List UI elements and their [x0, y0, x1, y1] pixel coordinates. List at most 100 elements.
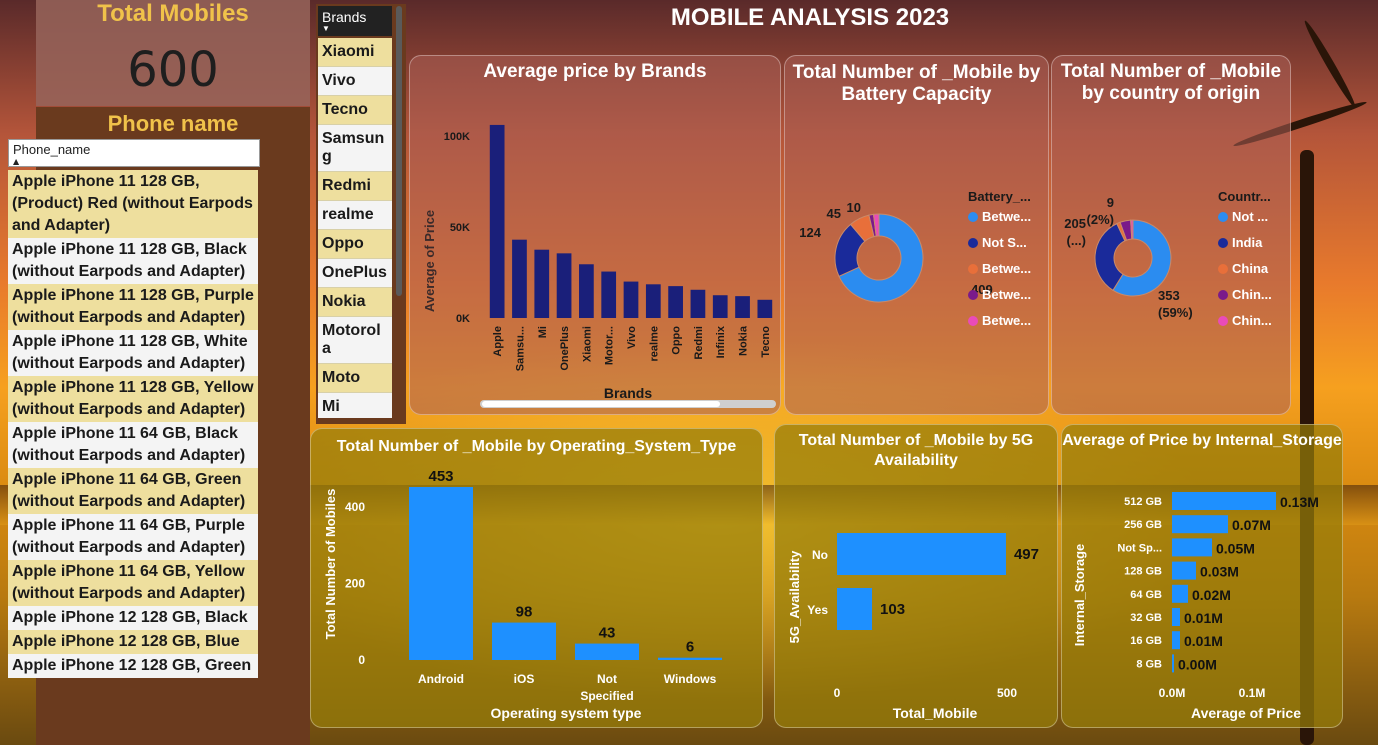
list-item[interactable]: Apple iPhone 12 128 GB, Blue — [8, 630, 258, 654]
bar — [534, 249, 550, 318]
x-tick-label: Oppo — [671, 326, 683, 355]
bar — [837, 588, 873, 630]
bar — [1172, 584, 1188, 603]
list-item[interactable]: Apple iPhone 11 128 GB, Yellow (without … — [8, 376, 258, 422]
list-item[interactable]: Apple iPhone 11 64 GB, Green (without Ea… — [8, 468, 258, 514]
bar — [556, 253, 572, 318]
bar — [1172, 538, 1212, 557]
legend-marker — [968, 290, 978, 300]
chart-title: Average of Price by Internal_Storage — [1062, 432, 1342, 449]
y-axis-label: Average of Price — [422, 210, 437, 312]
bar — [690, 289, 706, 318]
legend-item: Not ... — [1232, 209, 1268, 224]
list-item[interactable]: Apple iPhone 11 64 GB, Purple (without E… — [8, 514, 258, 560]
bar — [489, 124, 505, 318]
y-tick-label: 50K — [450, 222, 470, 234]
legend-marker — [1218, 264, 1228, 274]
country-of-origin-panel: Total Number of _Mobile by country of or… — [1051, 55, 1291, 415]
x-tick-label: Motor... — [604, 326, 616, 365]
y-tick-label: 0K — [456, 313, 470, 325]
phone-list: Apple iPhone 11 128 GB, (Product) Red (w… — [8, 170, 258, 745]
list-item[interactable]: Nokia — [318, 288, 392, 317]
legend-item: Chin... — [1232, 313, 1272, 328]
list-item[interactable]: Motorola — [318, 317, 392, 364]
x-axis-label: Total_Mobile — [893, 705, 978, 721]
scrollbar-thumb[interactable] — [482, 401, 720, 407]
bar — [1172, 608, 1180, 626]
bar — [1172, 561, 1196, 580]
x-tick-label: realme — [648, 326, 660, 361]
legend-item: Betwe... — [982, 209, 1031, 224]
list-item[interactable]: Mi — [318, 393, 392, 418]
internal-storage-chart: Internal_Storage Average of Price 0.13M 5… — [1072, 492, 1319, 721]
list-item[interactable]: Apple iPhone 11 128 GB, (Product) Red (w… — [8, 170, 258, 238]
total-mobiles-value: 600 — [127, 42, 219, 98]
battery-capacity-panel: Total Number of _Mobile by Battery Capac… — [784, 55, 1049, 415]
legend-item: Betwe... — [982, 287, 1031, 302]
list-item[interactable]: OnePlus — [318, 259, 392, 288]
y-tick-label: 0 — [358, 653, 365, 667]
x-tick-label: Specified — [580, 689, 633, 703]
donut-slice — [1130, 219, 1134, 240]
bar — [409, 487, 473, 660]
list-item[interactable]: Moto — [318, 364, 392, 393]
legend-item: Not S... — [982, 235, 1027, 250]
bar — [1172, 631, 1180, 650]
x-tick-label: iOS — [514, 672, 535, 686]
brands-list: Xiaomi Vivo Tecno Samsung Redmi realme O… — [318, 38, 392, 418]
phone-name-search-input[interactable]: Phone_name ▲ — [8, 139, 260, 167]
bar — [668, 286, 683, 318]
list-item[interactable]: Xiaomi — [318, 38, 392, 67]
list-item[interactable]: Apple iPhone 12 128 GB, Green — [8, 654, 258, 678]
x-tick-label: 500 — [997, 686, 1017, 700]
data-label: 0.01M — [1184, 610, 1223, 626]
x-tick-label: 0.1M — [1239, 686, 1266, 700]
y-tick-label: 16 GB — [1130, 635, 1162, 647]
legend-marker — [1218, 238, 1228, 248]
y-tick-label: Not Sp... — [1117, 542, 1162, 554]
slice-label: 124 — [799, 225, 821, 240]
x-axis-label: Brands — [604, 385, 652, 401]
list-item[interactable]: Oppo — [318, 230, 392, 259]
list-item[interactable]: Apple iPhone 12 128 GB, Black — [8, 606, 258, 630]
data-label: 43 — [599, 625, 616, 642]
brands-scrollbar[interactable] — [396, 6, 402, 296]
donut-slice — [872, 213, 880, 237]
bar — [837, 533, 1006, 575]
sort-caret-icon: ▲ — [13, 157, 20, 166]
list-item[interactable]: realme — [318, 201, 392, 230]
slice-label: (...) — [1067, 233, 1087, 248]
legend-item: China — [1232, 261, 1269, 276]
y-tick-label: 400 — [345, 500, 365, 514]
list-item[interactable]: Redmi — [318, 172, 392, 201]
x-tick-label: Infinix — [715, 325, 727, 358]
data-label: 103 — [880, 601, 905, 618]
x-tick-label: Apple — [492, 326, 504, 357]
list-item[interactable]: Vivo — [318, 67, 392, 96]
os-type-chart: Total Number of Mobiles Operating system… — [323, 468, 722, 721]
legend-title: Battery_... — [968, 189, 1031, 204]
list-item[interactable]: Apple iPhone 11 128 GB, White (without E… — [8, 330, 258, 376]
chart-title: Total Number of _Mobile by country of or… — [1060, 61, 1282, 104]
legend-marker — [968, 316, 978, 326]
list-item[interactable]: Apple iPhone 11 128 GB, Purple (without … — [8, 284, 258, 330]
list-item[interactable]: Apple iPhone 11 64 GB, Yellow (without E… — [8, 560, 258, 606]
y-tick-label: 512 GB — [1124, 496, 1162, 508]
bar — [735, 296, 750, 318]
list-item[interactable]: Apple iPhone 11 64 GB, Black (without Ea… — [8, 422, 258, 468]
data-label: 6 — [686, 639, 694, 656]
y-tick-label: 200 — [345, 577, 365, 591]
brands-slicer-header[interactable]: Brands ▼ — [318, 6, 392, 36]
bar — [579, 264, 594, 318]
y-tick-label: No — [812, 548, 828, 562]
dashboard-title: MOBILE ANALYSIS 2023 — [670, 4, 950, 31]
list-item[interactable]: Apple iPhone 11 128 GB, Black (without E… — [8, 238, 258, 284]
dropdown-caret-icon: ▼ — [322, 24, 330, 33]
x-tick-label: Android — [418, 672, 464, 686]
list-item[interactable]: Samsung — [318, 125, 392, 172]
list-item[interactable]: Tecno — [318, 96, 392, 125]
donut-slice — [838, 213, 924, 303]
data-label: 0.02M — [1192, 587, 1231, 603]
x-tick-label: Vivo — [626, 326, 638, 349]
